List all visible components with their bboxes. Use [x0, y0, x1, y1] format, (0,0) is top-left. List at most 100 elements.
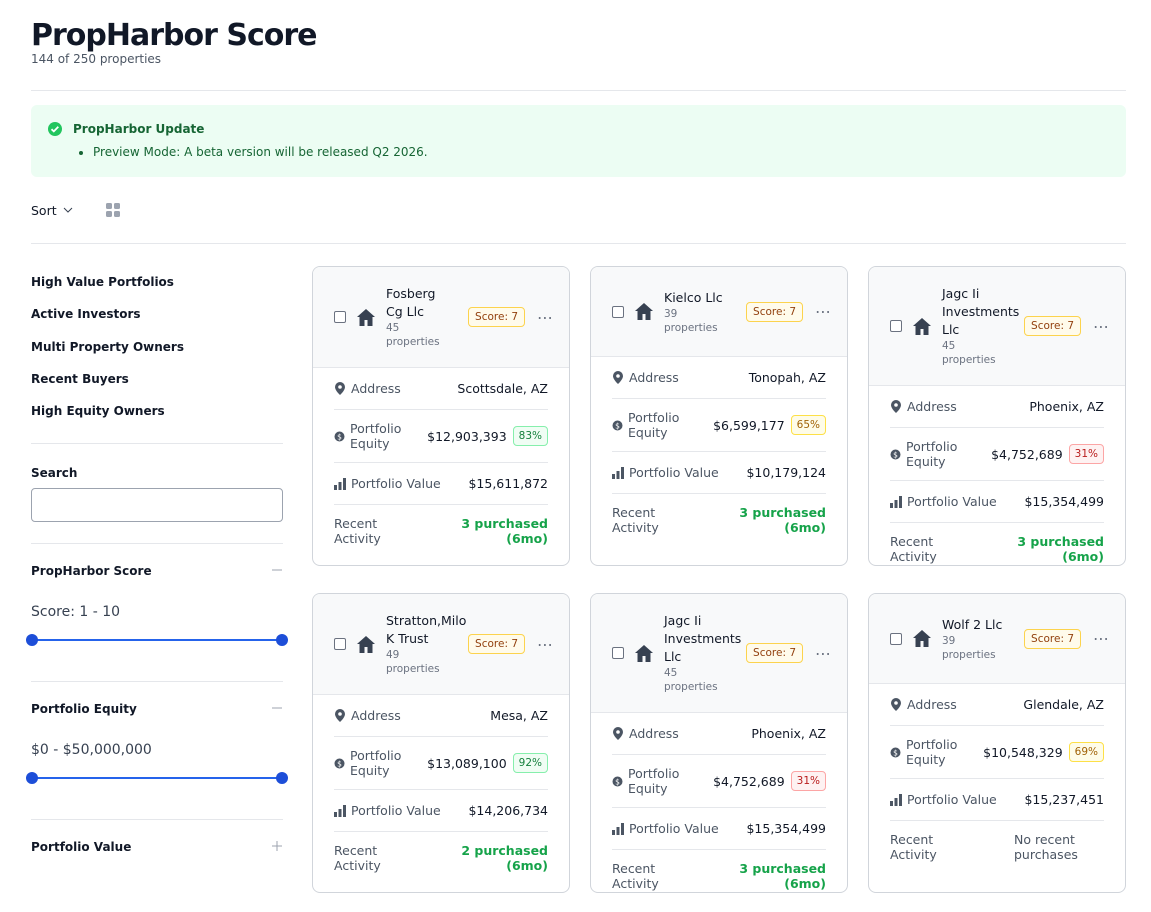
filter-header[interactable]: Portfolio Value — [31, 840, 283, 858]
detail-icon — [335, 382, 345, 395]
property-count: 45 properties — [386, 322, 440, 348]
chevron — [63, 207, 72, 213]
label-text: Portfolio Equity — [906, 439, 958, 469]
detail-label: $ Portfolio Equity — [334, 421, 427, 451]
more-menu[interactable]: ⋯ — [537, 307, 553, 327]
detail-icon: $ — [612, 776, 623, 786]
equity-amount: $12,903,393 — [427, 428, 507, 444]
label-text: Portfolio Value — [351, 803, 441, 818]
owner-info: Wolf 2 Llc 39 properties — [942, 616, 1012, 662]
sidebar: High Value Portfolios Active Investors Mul… — [26, 266, 288, 893]
more-menu[interactable]: ⋯ — [1093, 316, 1109, 336]
detail-label: Address — [334, 381, 401, 396]
select-checkbox[interactable] — [334, 638, 346, 650]
detail-row: Address Tonopah, AZ — [612, 357, 826, 399]
more-menu[interactable]: ⋯ — [1093, 629, 1109, 648]
select-checkbox[interactable] — [890, 320, 902, 332]
detail-label: Portfolio Value — [334, 476, 441, 491]
score-badge: Score: 7 — [1024, 316, 1081, 336]
select-checkbox[interactable] — [890, 632, 902, 645]
app: PropHarbor Score 144 of 250 properties P… — [0, 0, 1151, 893]
svg-text:$: $ — [615, 421, 620, 430]
more-menu[interactable]: ⋯ — [815, 643, 831, 663]
preset-filter[interactable]: Active Investors — [31, 307, 141, 322]
slider-handle[interactable] — [276, 772, 288, 785]
filter-section: Portfolio Value — [31, 819, 283, 878]
card-header: Wolf 2 Llc 39 properties Score: 7 ⋯ — [869, 594, 1125, 684]
property-count: 45 properties — [664, 667, 718, 693]
divider — [31, 90, 1126, 91]
detail-label: Recent Activity — [612, 861, 701, 891]
equity-percent: 31% — [790, 771, 826, 791]
equity-value: $12,903,393 83% — [427, 426, 548, 446]
detail-row: Portfolio Value $15,354,499 — [612, 808, 826, 850]
owner-card[interactable]: Fosberg Cg Llc 45 properties Score: 7 ⋯ Addr… — [312, 266, 570, 566]
detail-label: Portfolio Value — [334, 803, 441, 818]
detail-label: $ Portfolio Equity — [612, 766, 713, 796]
portfolio-value: $15,237,451 — [1024, 792, 1104, 807]
detail-label: Portfolio Value — [890, 792, 997, 807]
owner-card[interactable]: Stratton,Milo K Trust 49 properties Score:… — [312, 593, 570, 893]
preset-filter[interactable]: Multi Property Owners — [31, 339, 184, 354]
filter-header[interactable]: PropHarbor Score — [31, 564, 283, 582]
score-badge: Score: 7 — [468, 307, 525, 327]
search-label: Search — [31, 466, 78, 481]
detail-icon: $ — [334, 431, 345, 441]
more-menu[interactable]: ⋯ — [537, 634, 553, 654]
range-slider[interactable] — [26, 634, 288, 647]
owner-card[interactable]: Wolf 2 Llc 39 properties Score: 7 ⋯ Address G… — [868, 593, 1126, 893]
label-text: Recent Activity — [612, 861, 659, 891]
detail-row: Portfolio Value $10,179,124 — [612, 452, 826, 494]
owner-card[interactable]: Kielco Llc 39 properties Score: 7 ⋯ Address T… — [590, 266, 848, 566]
detail-row: Recent Activity 3 purchased (6mo) — [334, 505, 548, 557]
house-icon — [913, 630, 931, 647]
slider-handle[interactable] — [26, 772, 38, 785]
select-checkbox[interactable] — [612, 305, 624, 318]
card-header: Kielco Llc 39 properties Score: 7 ⋯ — [591, 267, 847, 357]
label-text: Recent Activity — [334, 843, 381, 873]
select-checkbox[interactable] — [334, 311, 346, 323]
search-input[interactable] — [31, 488, 283, 523]
card-body: Address Mesa, AZ $ Portfolio Equity $13,089,… — [313, 695, 569, 884]
svg-text:$: $ — [337, 759, 342, 768]
page-title: PropHarbor Score — [31, 18, 317, 53]
label-text: Portfolio Equity — [350, 421, 402, 451]
grid-view-button[interactable] — [105, 202, 121, 218]
detail-label: Portfolio Value — [612, 821, 719, 836]
owner-card[interactable]: Jagc Ii Investments Llc 45 properties Scor… — [868, 266, 1126, 566]
card-body: Address Scottsdale, AZ $ Portfolio Equity $1… — [313, 368, 569, 557]
divider — [31, 243, 1126, 244]
preset-filter[interactable]: Recent Buyers — [31, 372, 129, 387]
owner-card[interactable]: Jagc Ii Investments Llc 45 properties Scor… — [590, 593, 848, 893]
house-icon — [357, 308, 375, 326]
more-menu[interactable]: ⋯ — [815, 302, 831, 321]
score-badge: Score: 7 — [1024, 628, 1081, 649]
collapse-icon — [272, 569, 282, 571]
recent-activity: 3 purchased (6mo) — [739, 861, 826, 891]
range-slider[interactable] — [26, 772, 288, 785]
detail-row: Recent Activity 3 purchased (6mo) — [890, 523, 1104, 565]
equity-value: $4,752,689 31% — [713, 771, 826, 791]
detail-row: $ Portfolio Equity $13,089,100 92% — [334, 737, 548, 790]
equity-percent: 31% — [1068, 444, 1104, 464]
slider-handle[interactable] — [276, 634, 288, 647]
recent-activity: 3 purchased (6mo) — [1017, 534, 1104, 564]
score-badge: Score: 7 — [746, 301, 803, 322]
filter-header[interactable]: Portfolio Equity — [31, 702, 283, 720]
label-text: Recent Activity — [890, 534, 937, 564]
select-checkbox[interactable] — [612, 647, 624, 659]
equity-amount: $6,599,177 — [713, 417, 785, 433]
filter-title: Portfolio Value — [31, 840, 132, 855]
preset-filter[interactable]: High Equity Owners — [31, 404, 165, 419]
label-text: Address — [629, 726, 679, 741]
slider-handle[interactable] — [26, 634, 38, 647]
card-header: Stratton,Milo K Trust 49 properties Score:… — [313, 594, 569, 695]
toolbar: Sort — [31, 177, 1126, 243]
filter-title: Portfolio Equity — [31, 702, 137, 717]
sort-button[interactable]: Sort — [31, 203, 73, 218]
equity-percent: 92% — [512, 753, 548, 773]
alert-header: PropHarbor Update — [47, 121, 1110, 137]
preset-filter[interactable]: High Value Portfolios — [31, 275, 174, 290]
detail-icon — [891, 698, 901, 711]
